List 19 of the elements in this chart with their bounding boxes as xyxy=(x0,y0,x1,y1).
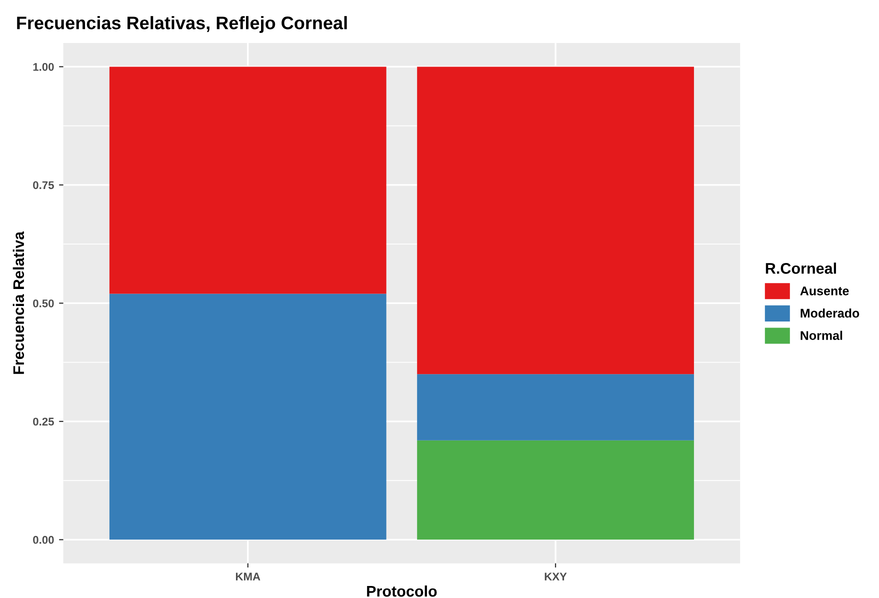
bar xyxy=(109,294,386,540)
legend-title: R.Corneal xyxy=(766,262,836,274)
y-tick-label: 0.50 xyxy=(33,299,54,308)
y-tick-label: 0.00 xyxy=(33,536,54,544)
bar xyxy=(109,66,386,294)
y-tick-label: 0.25 xyxy=(33,418,54,426)
y-axis-title: Frecuencia Relativa xyxy=(12,231,24,374)
legend-label: Ausente xyxy=(800,286,849,296)
bar xyxy=(417,66,694,374)
bar xyxy=(417,374,694,440)
bar xyxy=(417,440,694,540)
legend-label: Normal xyxy=(800,330,842,340)
x-tick-label: KXY xyxy=(544,572,567,580)
x-tick-label: KMA xyxy=(236,572,260,580)
chart-title: Frecuencias Relativas, Reflejo Corneal xyxy=(17,16,347,33)
legend-label: Moderado xyxy=(800,308,860,318)
x-axis-title: Protocolo xyxy=(367,585,437,597)
y-tick-label: 0.75 xyxy=(33,181,54,190)
y-tick-label: 1.00 xyxy=(33,62,54,71)
